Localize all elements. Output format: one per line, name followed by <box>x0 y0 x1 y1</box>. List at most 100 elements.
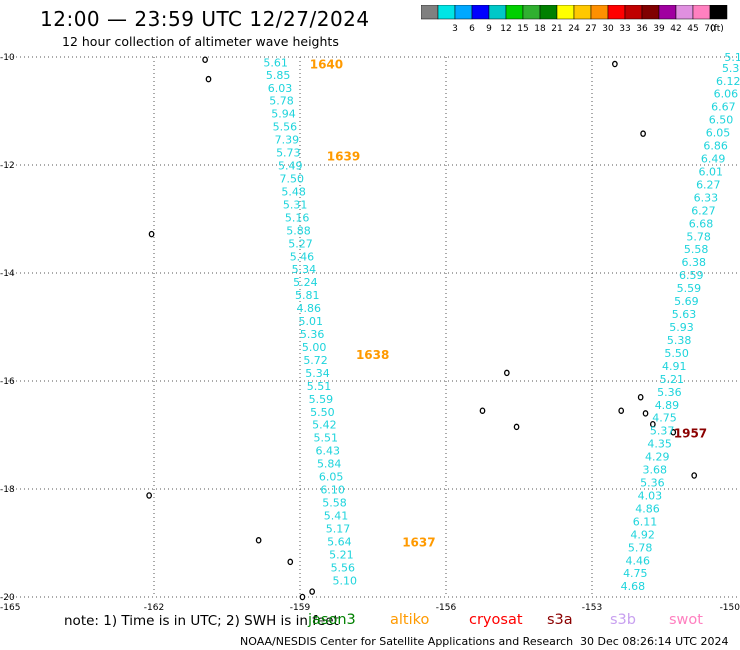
wave-height-value: 5.78 <box>269 95 294 108</box>
wave-height-value: 5.94 <box>271 108 296 121</box>
wave-height-value: 6.38 <box>681 256 706 269</box>
wave-height-value: 5.93 <box>669 321 694 334</box>
wave-height-value: 4.29 <box>645 451 670 464</box>
wave-height-value: 4.75 <box>652 412 677 425</box>
wave-height-value: 6.12 <box>716 75 740 88</box>
island-outline <box>309 588 316 595</box>
satellite-legend-cryosat: cryosat <box>469 612 523 628</box>
map-subtitle: 12 hour collection of altimeter wave hei… <box>62 34 339 49</box>
axis-labels: -10 -12 -14 -16 -18 -20-165 -162 -159 -156 -153 -1… <box>0 53 740 613</box>
colorbar-tick-label: 27 <box>585 24 596 34</box>
wave-height-value: 5.10 <box>333 574 358 587</box>
wave-height-value: 6.59 <box>679 269 704 282</box>
wave-height-value: 5.49 <box>278 160 303 173</box>
island-outline <box>691 472 698 479</box>
island-outline <box>299 593 306 601</box>
colorbar-tick-label: 3 <box>452 24 458 34</box>
island-outline <box>287 558 294 566</box>
lon-tick-label: -162 <box>144 603 164 613</box>
lon-tick-label: -153 <box>582 603 602 613</box>
wave-height-value: 5.21 <box>660 373 685 386</box>
map-frame <box>8 56 738 598</box>
wave-height-value: 6.06 <box>714 88 739 101</box>
wave-height-value: 6.01 <box>698 165 723 178</box>
wave-height-value: 6.33 <box>694 191 719 204</box>
wave-height-value: 5.64 <box>327 535 352 548</box>
colorbar-tick-label: 45 <box>687 24 698 34</box>
wave-height-value: 7.39 <box>275 134 300 147</box>
lon-tick-label: -159 <box>290 603 311 613</box>
wave-height-value: 6.68 <box>689 217 714 230</box>
wave-height-value: 5.51 <box>307 380 332 393</box>
lat-tick-label: -16 <box>0 377 15 387</box>
wave-height-value: 4.46 <box>625 554 650 567</box>
colorbar-tick-label: 33 <box>619 24 630 34</box>
pass-time-label: 1639 <box>327 149 360 163</box>
pass-time-label: 1640 <box>310 57 343 71</box>
lat-lon-grid <box>8 57 738 597</box>
wave-height-value: 5.78 <box>686 230 711 243</box>
wave-height-value: 5.78 <box>628 541 653 554</box>
wave-height-value: 5.00 <box>302 341 327 354</box>
island-outline <box>618 407 625 414</box>
wave-height-value: 5.34 <box>292 263 317 276</box>
island-outline <box>649 420 656 428</box>
island-outline <box>479 407 486 414</box>
wave-height-value: 5.01 <box>298 315 323 328</box>
wave-height-value: 5.51 <box>314 432 339 445</box>
lat-tick-label: -10 <box>0 53 15 63</box>
lat-tick-label: -18 <box>0 485 15 495</box>
wave-height-value: 4.89 <box>655 399 680 412</box>
colorbar-swatch <box>709 5 728 20</box>
wave-height-value: 5.46 <box>290 250 315 263</box>
satellite-legend-jason3: jason3 <box>308 612 356 628</box>
wave-height-value: 5.3 <box>722 62 740 75</box>
island-outline <box>202 56 208 63</box>
wave-height-value: 5.27 <box>288 237 313 250</box>
wave-height-value: 5.38 <box>667 334 692 347</box>
island-outline <box>513 423 520 431</box>
wave-height-value: 6.67 <box>711 101 736 114</box>
wave-height-value: 4.86 <box>635 502 660 515</box>
wave-height-value: 4.92 <box>630 528 655 541</box>
satellite-legend-swot: swot <box>669 612 703 628</box>
island-outline <box>503 369 510 377</box>
colorbar-tick-label: 15 <box>517 24 528 34</box>
generation-timestamp: 30 Dec 08:26:14 UTC 2024 <box>580 635 729 648</box>
wave-height-value: 5.84 <box>317 458 342 471</box>
colorbar-tick-label: 12 <box>500 24 511 34</box>
wave-height-value: 6.27 <box>691 204 716 217</box>
colorbar-tick-label: 39 <box>653 24 665 34</box>
island-outline <box>670 429 677 436</box>
wave-height-value: 6.05 <box>706 127 731 140</box>
wave-height-value: 5.88 <box>286 224 311 237</box>
wave-height-colorbar: 3 6 9 12 15 18 21 24 27 30 33 36 39 42 45 70(ft) <box>421 5 728 34</box>
lat-tick-label: -12 <box>0 161 15 171</box>
wave-height-value: 5.63 <box>672 308 697 321</box>
wave-height-value: 5.24 <box>293 276 318 289</box>
credit-line: NOAA/NESDIS Center for Satellite Applica… <box>240 635 574 648</box>
colorbar-tick-label: 42 <box>670 24 681 34</box>
lat-tick-label: -20 <box>0 593 15 603</box>
colorbar-tick-label: 18 <box>534 24 546 34</box>
pass-time-label: 1957 <box>674 426 707 440</box>
altimeter-tracks: 5.615.856.035.785.945.567.395.735.497.50… <box>263 51 740 593</box>
wave-height-value: 6.10 <box>320 484 345 497</box>
island-outline <box>146 492 152 499</box>
wave-height-value: 5.58 <box>322 497 347 510</box>
wave-height-value: 5.50 <box>310 406 335 419</box>
wave-height-value: 6.11 <box>633 515 658 528</box>
wave-height-value: 4.68 <box>621 580 646 593</box>
wave-height-value: 4.03 <box>638 489 663 502</box>
wave-height-value: 6.43 <box>315 445 340 458</box>
island-outline <box>148 230 155 238</box>
colorbar-tick-label: 36 <box>636 24 648 34</box>
lat-tick-label: -14 <box>0 269 15 279</box>
wave-height-value: 5.85 <box>266 69 291 82</box>
wave-height-value: 5.59 <box>309 393 334 406</box>
island-outline <box>205 75 212 83</box>
wave-height-value: 5.41 <box>324 509 349 522</box>
wave-height-value: 5.56 <box>273 121 298 134</box>
wave-height-value: 4.91 <box>662 360 687 373</box>
